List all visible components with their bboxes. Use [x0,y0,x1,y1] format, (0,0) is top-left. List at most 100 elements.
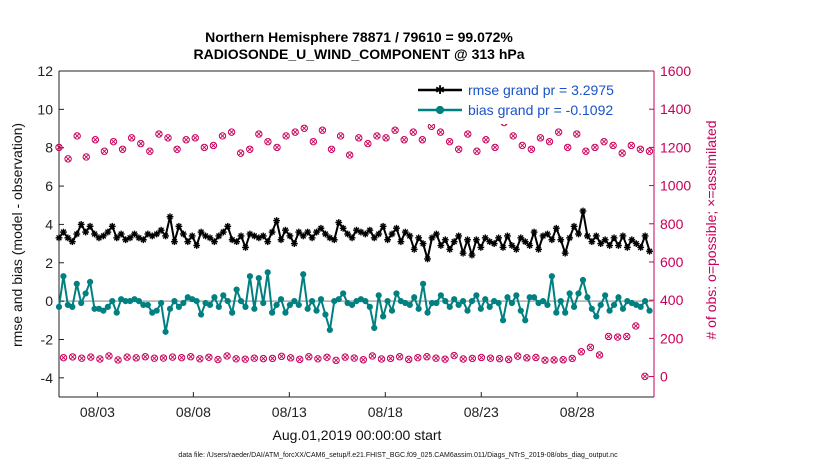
obs-point [486,354,495,362]
rmse-point [277,236,285,244]
x-axis-label: Aug.01,2019 00:00:00 start [273,427,442,443]
obs-point [323,353,331,361]
obs-point [491,143,499,152]
right-tick-label: 400 [660,292,684,308]
obs-point [613,333,622,341]
series-bias [55,269,653,335]
left-y-ticks: -4 -2 0 2 4 6 8 10 12 [37,63,64,386]
rmse-point [339,224,347,232]
rmse-point [588,238,596,246]
rmse-point [468,251,476,259]
series-rmse [55,207,653,263]
bias-point [175,303,182,310]
bias-point [162,328,169,335]
rmse-point [273,217,280,224]
obs-point [205,353,213,361]
obs-point [582,147,590,155]
bias-point [180,299,187,307]
obs-point [373,132,381,140]
obs-point [100,147,109,155]
rmse-point [437,242,445,249]
legend-rmse-label: rmse grand pr = 3.2975 [468,82,614,98]
obs-point [591,143,599,152]
rmse-point [166,213,174,221]
y-axis-label-left: rmse and bias (model - observation) [9,123,25,347]
bias-point [610,301,618,309]
obs-point [541,356,549,364]
obs-point [137,139,145,148]
chart-subtitle: RADIOSONDE_U_WIND_COMPONENT @ 313 hPa [193,46,524,62]
rmse-point [100,232,107,240]
rmse-point [73,230,81,238]
rmse-point [388,230,396,238]
bias-point [562,309,569,316]
bias-point [313,307,320,314]
left-tick-label: 6 [45,178,53,194]
rmse-point [570,222,578,230]
bias-point [206,301,214,309]
right-tick-label: 200 [660,330,684,346]
bias-point [619,305,627,312]
rmse-point [393,224,400,232]
rmse-point [606,242,613,249]
obs-point [573,130,581,138]
obs-point [445,137,454,146]
rmse-point [104,228,112,236]
obs-point [300,124,308,132]
chart-title: Northern Hemisphere 78871 / 79610 = 99.0… [205,29,513,45]
obs-point [586,343,595,352]
rmse-point [428,234,436,242]
obs-point [296,355,304,364]
obs-point [214,355,222,364]
bias-point [229,309,236,316]
rmse-point [82,228,90,236]
x-tick-label: 08/18 [368,404,403,420]
bias-point [260,299,267,307]
obs-point [645,147,654,155]
obs-point [246,145,254,154]
obs-point [604,332,613,341]
obs-point [146,147,154,155]
obs-point [127,134,136,142]
bias-point [335,296,342,303]
rmse-point [410,245,418,253]
rmse-point [446,245,454,253]
obs-point [59,353,68,362]
bias-point [69,303,76,310]
obs-point [200,143,209,152]
bias-point [166,305,174,312]
left-tick-label: -2 [41,331,54,347]
bias-point [575,290,582,297]
obs-point [327,145,336,154]
rmse-point [583,232,591,240]
rmse-point [108,222,116,230]
obs-point [141,353,149,361]
bias-point [375,292,382,299]
bias-point [264,269,271,276]
obs-point [409,128,417,136]
obs-point [527,145,536,154]
rmse-point [641,232,649,240]
bias-point [109,298,116,305]
obs-point [545,137,554,146]
bias-point [557,298,564,305]
rmse-point [544,230,551,238]
rmse-point [419,240,427,247]
bias-point [291,298,298,305]
rmse-point [268,228,276,236]
rmse-point [348,234,356,242]
rmse-point [197,228,205,236]
obs-point [236,149,245,157]
rmse-point [526,242,534,249]
obs-point [495,354,504,363]
bias-point [158,299,165,307]
bias-point [593,313,600,320]
bias-point [539,298,547,305]
rmse-point [322,230,329,238]
obs-point [400,136,408,144]
obs-point [414,353,422,362]
bias-point [606,307,613,314]
obs-point [109,137,118,146]
obs-point [273,143,281,152]
rmse-point [512,245,520,253]
